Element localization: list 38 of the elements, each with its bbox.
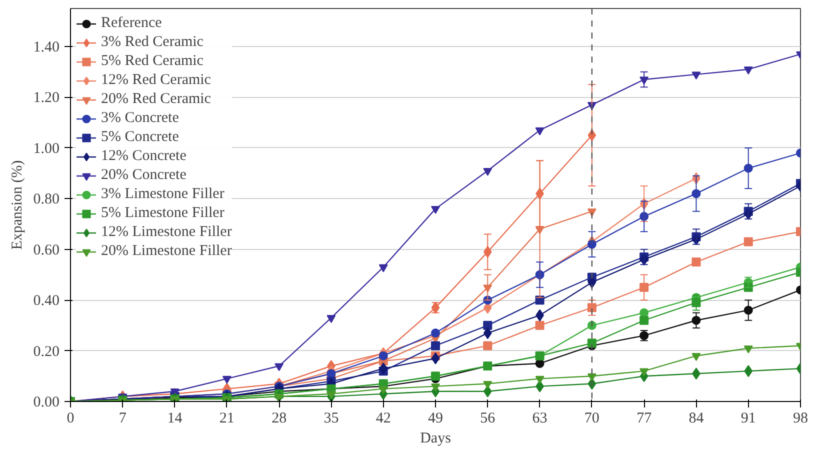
x-tick-label: 84	[688, 410, 704, 426]
x-tick-label: 28	[272, 410, 287, 426]
legend-label: 12% Limestone Filler	[101, 223, 232, 242]
y-tick-label: 1.00	[33, 140, 60, 157]
y-tick-label: 0.80	[33, 192, 60, 208]
x-tick-label: 70	[584, 410, 600, 426]
x-tick-label: 91	[740, 410, 756, 426]
legend-label: 3% Concrete	[101, 109, 179, 128]
legend-label: 20% Red Ceramic	[101, 90, 211, 109]
legend-label: Reference	[101, 14, 162, 33]
y-tick-label: 0.20	[33, 344, 60, 360]
legend-label: 5% Concrete	[101, 128, 179, 147]
legend-label: 20% Limestone Filler	[101, 242, 232, 261]
x-tick-label: 0	[66, 410, 74, 426]
x-tick-label: 98	[793, 410, 808, 426]
x-tick-label: 77	[636, 410, 652, 426]
x-tick-label: 42	[376, 410, 391, 426]
x-tick-label: 49	[428, 410, 443, 426]
legend-label: 12% Concrete	[101, 147, 186, 166]
x-axis-title: Days	[420, 430, 452, 446]
legend-label: 20% Concrete	[101, 166, 186, 185]
legend-label: 3% Limestone Filler	[101, 185, 224, 204]
legend-label: 3% Red Ceramic	[101, 33, 204, 52]
y-axis-title: Expansion (%)	[9, 160, 26, 250]
x-tick-label: 7	[118, 410, 127, 426]
x-tick-label: 35	[324, 410, 339, 426]
x-tick-label: 21	[219, 410, 234, 426]
legend-label: 12% Red Ceramic	[101, 71, 211, 90]
y-tick-label: 0.60	[33, 242, 60, 258]
x-tick-label: 56	[480, 410, 496, 426]
y-tick-label: 1.20	[33, 90, 60, 106]
y-tick-label: 0.00	[33, 394, 60, 410]
y-tick-label: 0.40	[33, 293, 60, 310]
y-tick-label: 1.40	[33, 40, 60, 56]
x-tick-label: 14	[167, 410, 183, 426]
x-tick-label: 63	[532, 410, 548, 426]
legend-label: 5% Red Ceramic	[101, 52, 204, 71]
legend-label: 5% Limestone Filler	[101, 204, 224, 223]
